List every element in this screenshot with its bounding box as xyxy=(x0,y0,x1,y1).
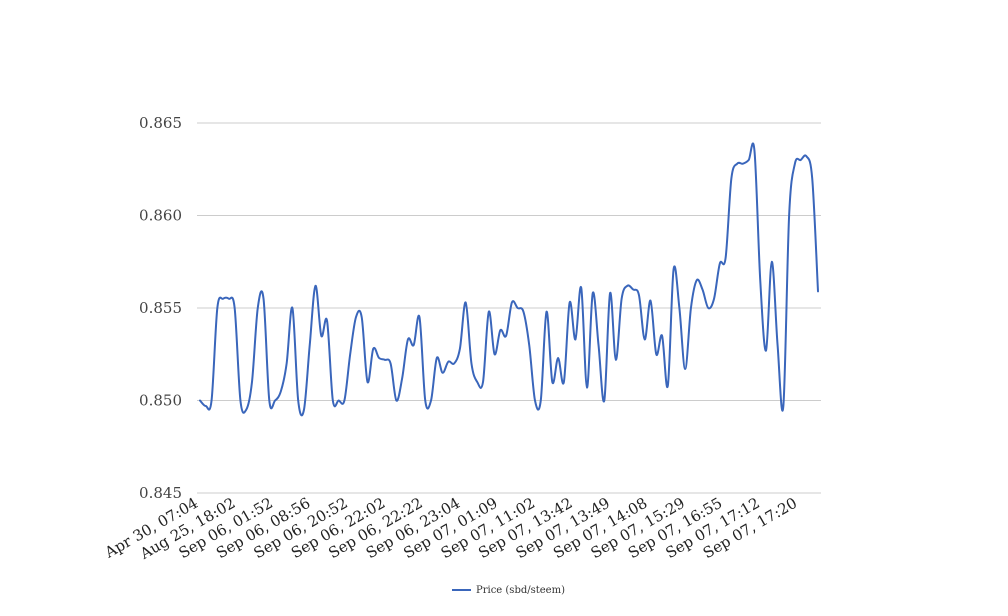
y-tick-label: 0.850 xyxy=(139,392,182,410)
legend[interactable]: Price (sbd/steem) xyxy=(452,585,565,596)
y-tick-label: 0.845 xyxy=(139,484,182,502)
legend-label: Price (sbd/steem) xyxy=(476,585,565,596)
y-tick-label: 0.860 xyxy=(139,207,182,225)
y-tick-label: 0.855 xyxy=(139,299,182,317)
y-tick-label: 0.865 xyxy=(139,114,182,132)
y-axis-tick-labels: 0.845 0.850 0.855 0.860 0.865 xyxy=(139,114,182,502)
gridlines xyxy=(197,122,821,494)
series-layer xyxy=(199,142,819,417)
series-line xyxy=(199,142,819,417)
